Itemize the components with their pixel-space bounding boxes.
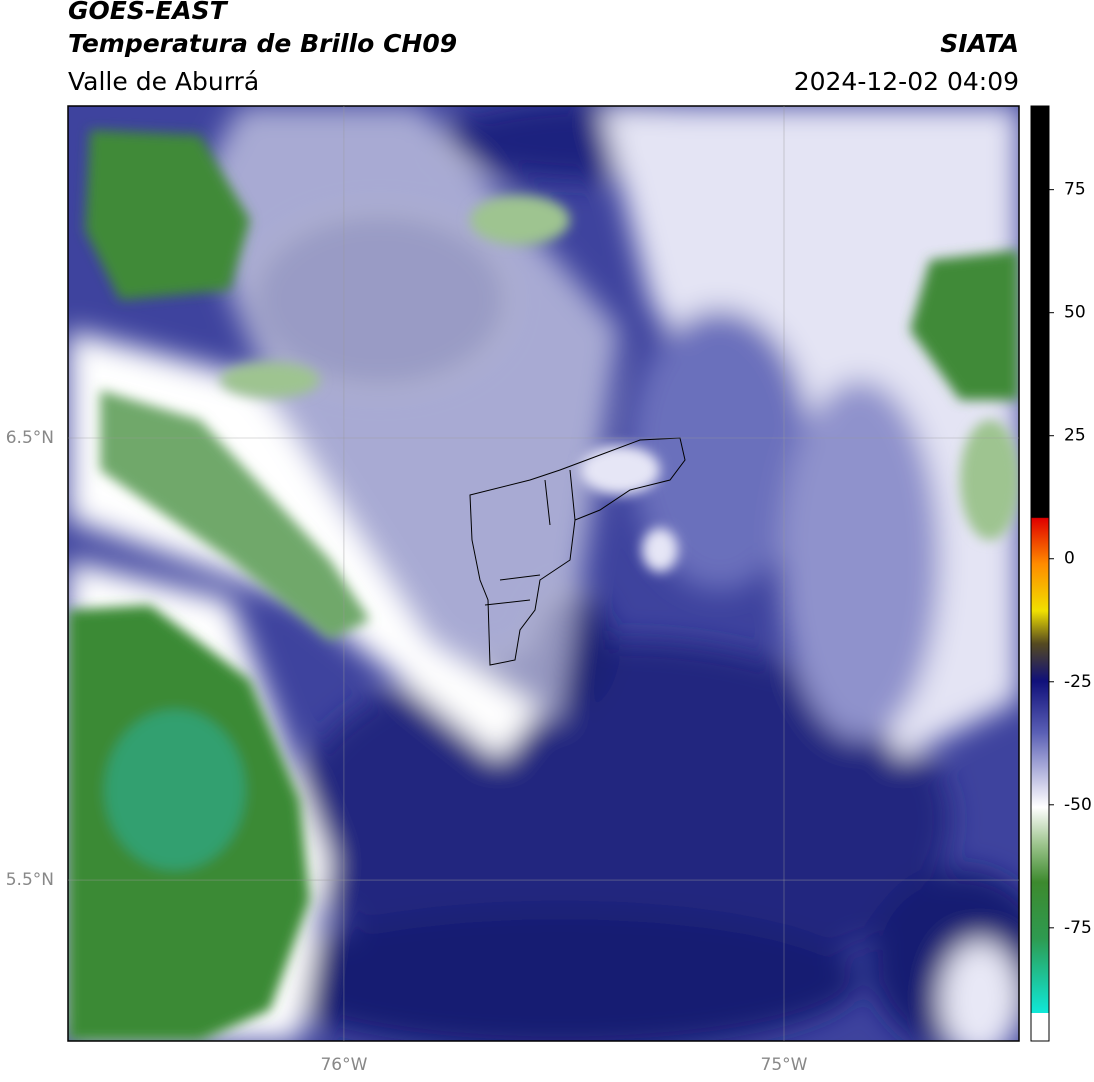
y-tick-label: 6.5°N bbox=[6, 428, 54, 448]
satellite-image bbox=[68, 106, 1019, 1041]
subtitle: Temperatura de Brillo CH09 bbox=[68, 29, 457, 58]
basin-boundary bbox=[469, 437, 686, 666]
colorbar-tick-label: 25 bbox=[1064, 426, 1086, 446]
title: GOES-EAST bbox=[68, 0, 229, 25]
colorbar-tick-label: 75 bbox=[1064, 180, 1086, 200]
y-tick-label: 5.5°N bbox=[6, 870, 54, 890]
colorbar-tick-label: -75 bbox=[1064, 918, 1092, 938]
colorbar-tick-label: 0 bbox=[1064, 549, 1075, 569]
x-tick-label: 75°W bbox=[761, 1055, 808, 1075]
colorbar-tick-label: -50 bbox=[1064, 795, 1092, 815]
x-tick-label: 76°W bbox=[320, 1055, 367, 1075]
map-frame bbox=[67, 105, 1020, 1042]
colorbar-tick-label: 50 bbox=[1064, 303, 1086, 323]
source: SIATA bbox=[940, 29, 1019, 58]
region: Valle de Aburrá bbox=[68, 67, 259, 96]
colorbar-tick-label: -25 bbox=[1064, 672, 1092, 692]
datetime: 2024-12-02 04:09 bbox=[794, 67, 1019, 96]
colorbar bbox=[1030, 105, 1050, 1042]
